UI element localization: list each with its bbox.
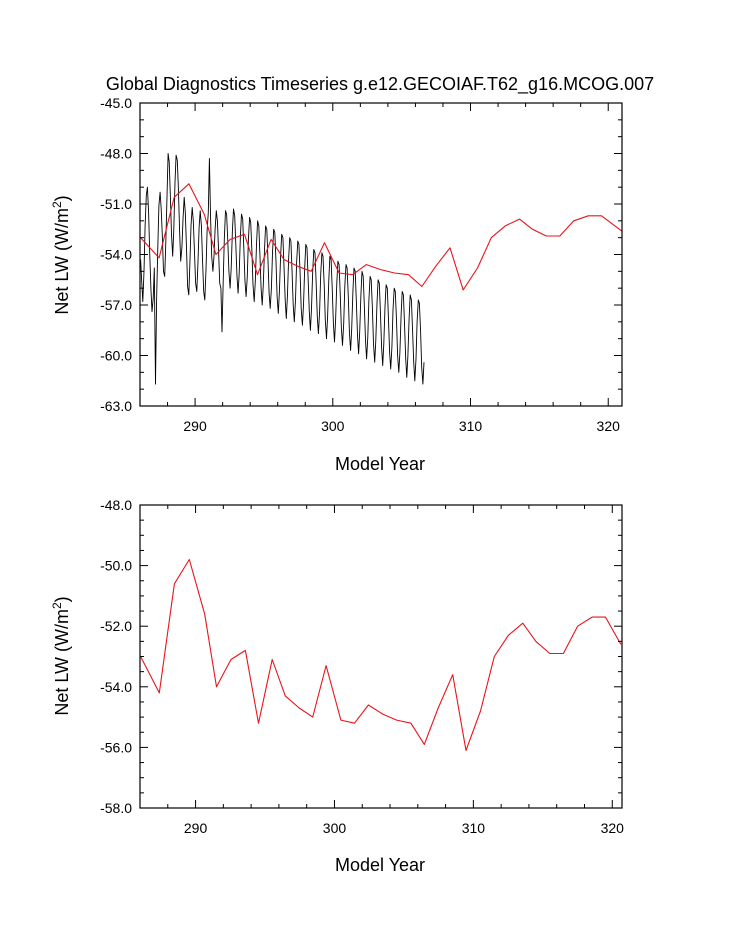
bottom-series-group	[140, 558, 622, 751]
x-tick-label: 300	[321, 418, 345, 434]
y-tick-label: -45.0	[100, 95, 132, 111]
y-tick-label: -54.0	[100, 679, 132, 695]
series-line-annual-mean	[140, 183, 622, 291]
y-tick-label: -56.0	[100, 739, 132, 755]
x-tick-label: 310	[459, 418, 483, 434]
x-tick-label: 290	[183, 418, 207, 434]
x-tick-label: 290	[184, 820, 208, 836]
y-tick-label: -57.0	[100, 297, 132, 313]
y-tick-label: -51.0	[100, 196, 132, 212]
chart-title: Global Diagnostics Timeseries g.e12.GECO…	[106, 74, 654, 95]
x-tick-label: 310	[462, 820, 486, 836]
top-y-axis-label: Net LW (W/m2)	[50, 195, 72, 314]
top-panel: Global Diagnostics Timeseries g.e12.GECO…	[50, 74, 654, 474]
bottom-plot-frame	[139, 504, 623, 809]
y-tick-label: -50.0	[100, 558, 132, 574]
top-plot-frame	[139, 102, 623, 407]
bottom-panel: 290 300 310 320 -58.0 -56.0 -54.0 -52.0 -50.0 -48…	[50, 497, 624, 875]
series-line-monthly	[140, 153, 425, 385]
y-tick-label: -63.0	[100, 398, 132, 414]
y-tick-label: -60.0	[100, 348, 132, 364]
top-x-axis-label: Model Year	[335, 454, 425, 474]
bottom-x-axis-label: Model Year	[335, 855, 425, 875]
y-tick-label: -48.0	[100, 146, 132, 162]
y-tick-label: -48.0	[100, 497, 132, 513]
top-ticks-group: 290 300 310 320 -63.0 -60.0 -57.0 -54.0 -51.0 -48…	[100, 95, 622, 434]
series-line-annual-mean	[140, 558, 622, 751]
top-series-group	[140, 153, 622, 385]
y-tick-label: -54.0	[100, 247, 132, 263]
y-tick-label: -52.0	[100, 618, 132, 634]
x-tick-label: 320	[597, 418, 621, 434]
bottom-ticks-group: 290 300 310 320 -58.0 -56.0 -54.0 -52.0 -50.0 -48…	[100, 497, 624, 836]
x-tick-label: 300	[323, 820, 347, 836]
x-tick-label: 320	[601, 820, 625, 836]
y-tick-label: -58.0	[100, 800, 132, 816]
bottom-y-axis-label: Net LW (W/m2)	[50, 596, 72, 715]
